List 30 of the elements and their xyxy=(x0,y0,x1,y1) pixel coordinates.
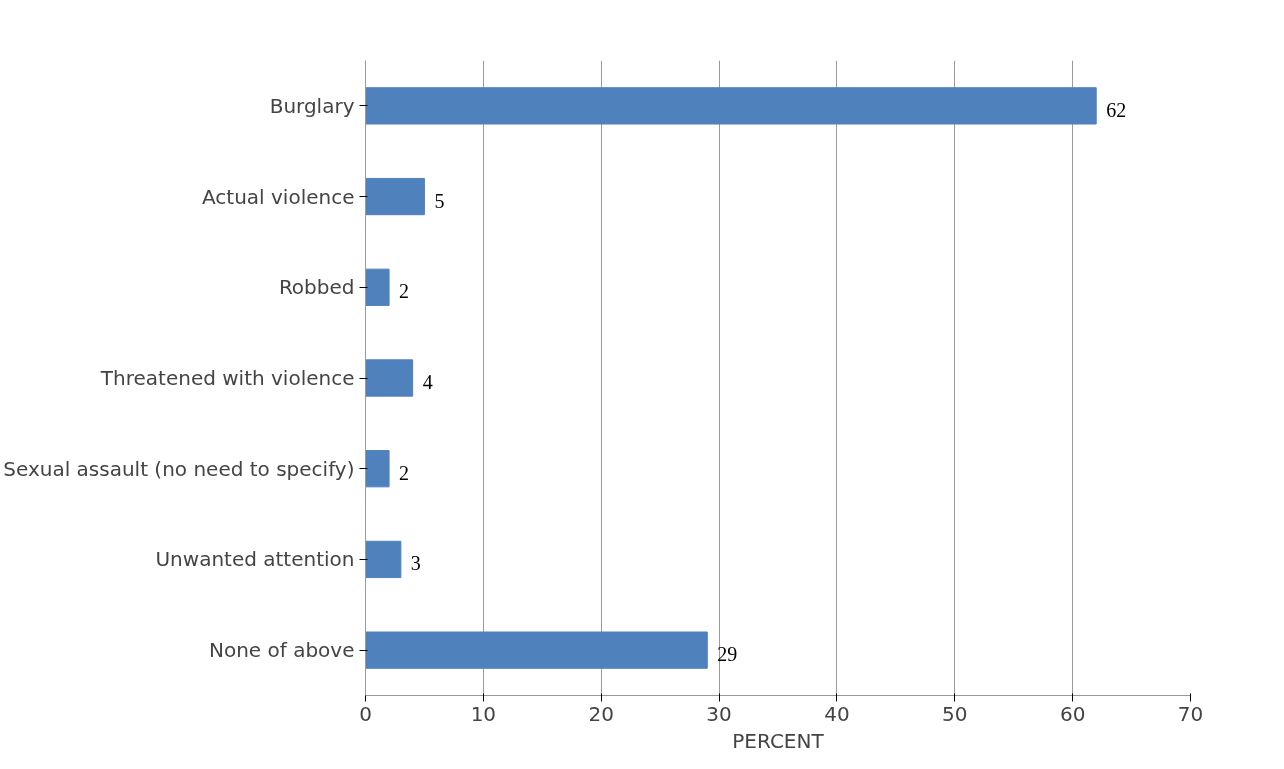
bar xyxy=(365,450,390,488)
bar xyxy=(365,631,708,669)
x-tick-label: 10 xyxy=(470,701,497,726)
y-tick-label: Sexual assault (no need to specify) xyxy=(3,456,355,481)
x-tick-label: 0 xyxy=(359,701,372,726)
data-label: 62 xyxy=(1106,98,1127,121)
data-label: 4 xyxy=(422,371,433,393)
bar xyxy=(365,359,414,397)
bar xyxy=(365,540,402,579)
x-tick-label: 60 xyxy=(1059,701,1086,726)
data-label: 29 xyxy=(717,643,738,666)
data-label: 5 xyxy=(434,189,445,212)
data-label: 3 xyxy=(410,552,421,575)
x-tick-label: 40 xyxy=(824,701,850,726)
x-axis-title: PERCENT xyxy=(732,728,825,753)
y-tick-label: None of above xyxy=(209,638,355,663)
data-label: 2 xyxy=(399,280,410,303)
y-tick-label: Threatened with violence xyxy=(99,366,355,390)
x-tick-label: 70 xyxy=(1177,701,1204,726)
y-tick-label: Actual violence xyxy=(202,184,355,209)
bar xyxy=(365,177,425,216)
x-tick-label: 30 xyxy=(706,701,732,726)
bar xyxy=(365,268,390,306)
x-tick-label: 50 xyxy=(942,701,968,726)
bar xyxy=(365,87,1097,125)
data-label: 2 xyxy=(399,461,410,484)
y-tick-label: Burglary xyxy=(269,93,355,118)
y-tick-label: Unwanted attention xyxy=(155,547,355,572)
x-tick-label: 20 xyxy=(588,701,614,726)
y-tick-label: Robbed xyxy=(278,275,355,300)
